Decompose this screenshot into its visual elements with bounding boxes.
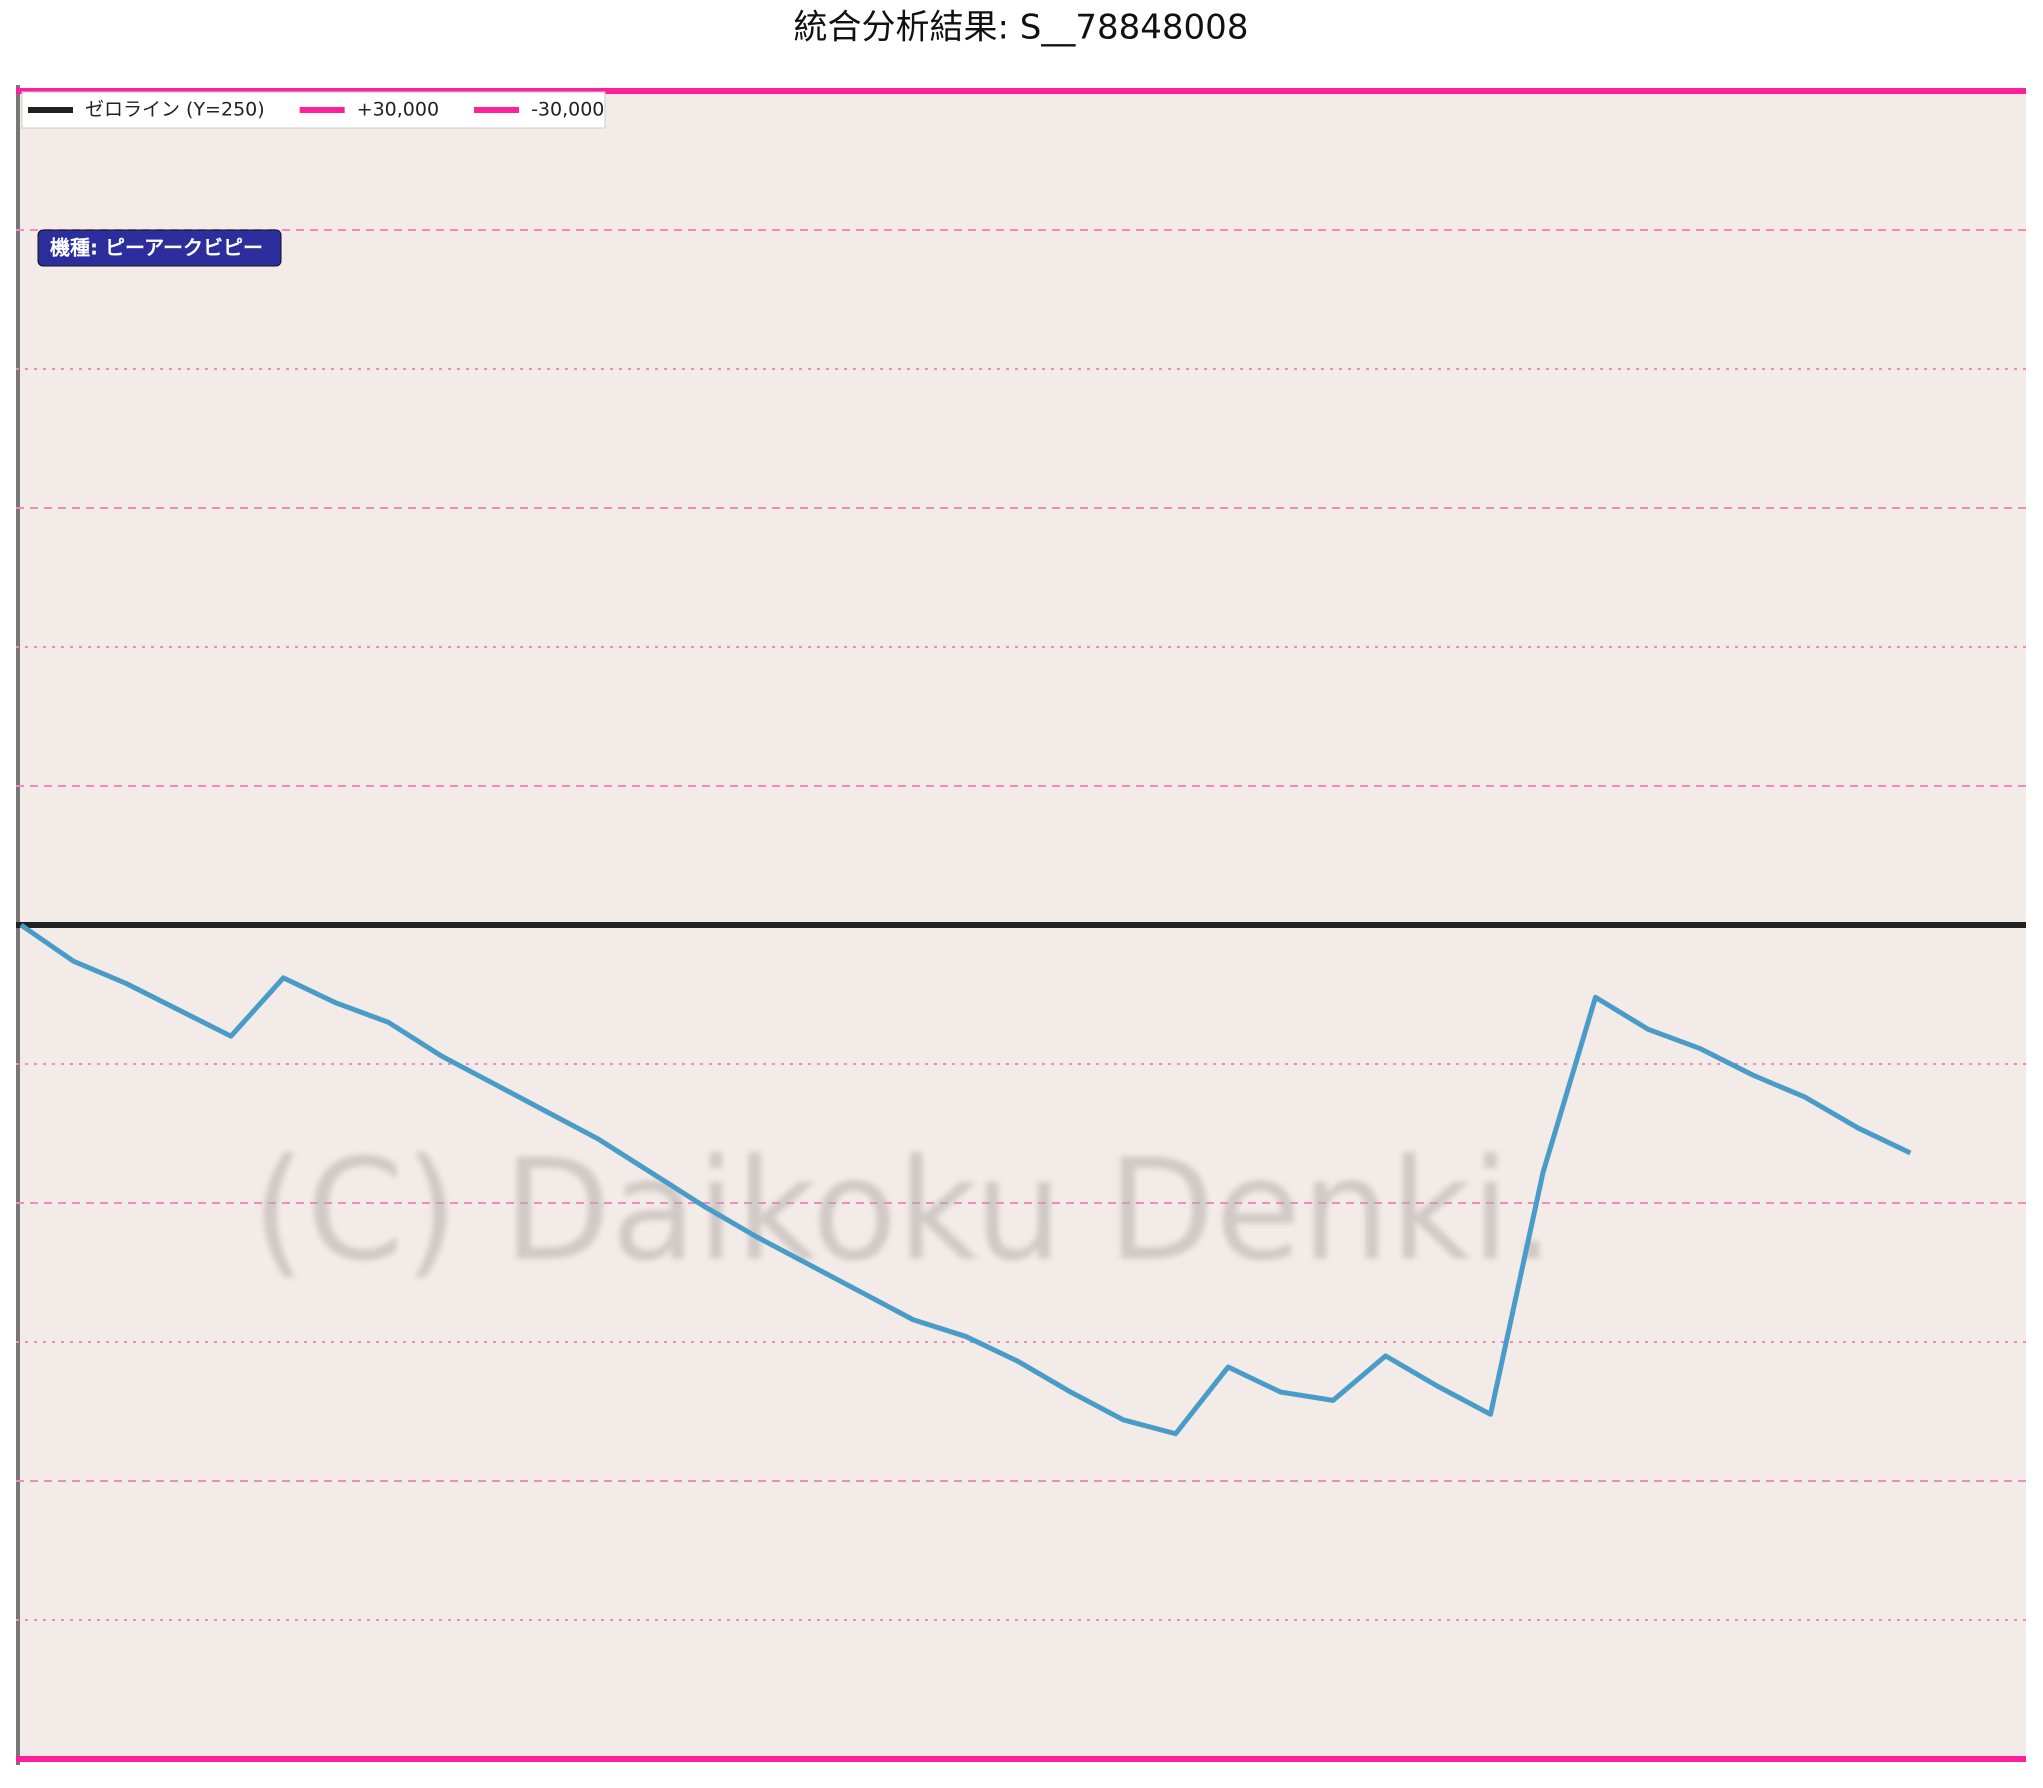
badge-text: 機種: ピーアークビピー xyxy=(50,236,263,260)
legend-label: +30,000 xyxy=(357,99,439,121)
watermark: (C) Daikoku Denki. xyxy=(252,1130,1555,1293)
data-line xyxy=(19,922,1912,1437)
grid xyxy=(16,229,2026,1621)
series xyxy=(19,922,1912,1437)
title: 統合分析結果: S__78848008 xyxy=(794,8,1249,48)
legend-items: ゼロライン (Y=250) +30,000 -30,000 xyxy=(28,99,604,121)
legend-label: -30,000 xyxy=(531,99,604,121)
legend-label: ゼロライン (Y=250) xyxy=(85,99,265,121)
legend: ゼロライン (Y=250) +30,000 -30,000 xyxy=(21,91,606,129)
badge-box xyxy=(37,229,282,267)
reference-lines xyxy=(16,88,2026,1762)
badge: 機種: ピーアークビピー xyxy=(37,229,282,267)
